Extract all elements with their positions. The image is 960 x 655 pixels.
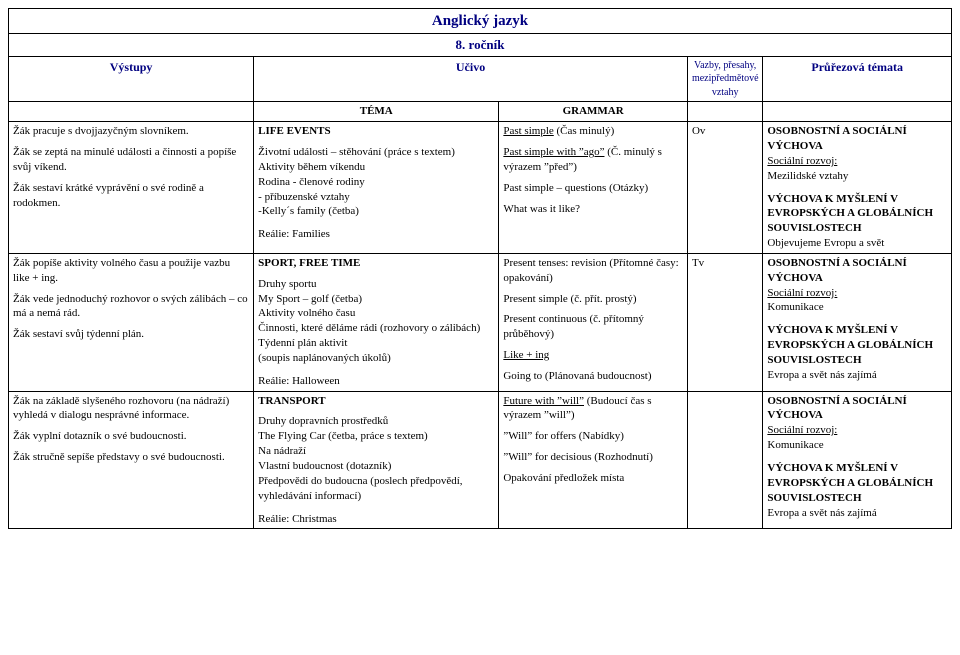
prurezova-line: Sociální rozvoj: [767, 286, 947, 301]
grammar-line: ˮWillˮ for offers (Nabídky) [503, 429, 683, 444]
page-title: Anglický jazyk [9, 9, 952, 34]
prurezova-line: OSOBNOSTNÍ A SOCIÁLNÍ VÝCHOVA [767, 394, 947, 424]
ucivo-line: Předpovědi do budoucna (poslech předpově… [258, 474, 494, 504]
ucivo-line: - příbuzenské vztahy [258, 190, 494, 205]
vazby-cell: Ov [687, 122, 762, 254]
theme-empty-1 [9, 102, 254, 122]
outputs-cell: Žák pracuje s dvojjazyčným slovníkem. Žák… [9, 122, 254, 254]
grammar-line: Opakování předložek místa [503, 471, 683, 486]
prurezova-line: Komunikace [767, 438, 947, 453]
col-header-vazby: Vazby, přesahy, mezipředmětové vztahy [687, 56, 762, 102]
grammar-line: What was it like? [503, 202, 683, 217]
ucivo-line: Životní události – stěhování (práce s te… [258, 145, 494, 160]
theme-empty-2 [687, 102, 762, 122]
prurezova-line: Mezilidské vztahy [767, 169, 947, 184]
page-subtitle: 8. ročník [9, 34, 952, 57]
ucivo-line: Rodina - členové rodiny [258, 175, 494, 190]
ucivo-realie: Reálie: Halloween [258, 374, 494, 389]
prurezova-line: Komunikace [767, 300, 947, 315]
output-line: Žák stručně sepíše představy o své budou… [13, 450, 249, 465]
vazby-cell: Tv [687, 253, 762, 391]
ucivo-line: Týdenní plán aktivit [258, 336, 494, 351]
prurezova-cell: OSOBNOSTNÍ A SOCIÁLNÍ VÝCHOVASociální ro… [763, 391, 952, 529]
ucivo-realie: Reálie: Families [258, 227, 494, 242]
vazby-cell [687, 391, 762, 529]
prurezova-line: OSOBNOSTNÍ A SOCIÁLNÍ VÝCHOVA [767, 256, 947, 286]
prurezova-line: VÝCHOVA K MYŠLENÍ V EVROPSKÝCH A GLOBÁLN… [767, 192, 947, 237]
grammar-cell: Present tenses: revision (Přítomné časy:… [499, 253, 688, 391]
grammar-cell: Future with ˮwillˮ (Budoucí čas s výraze… [499, 391, 688, 529]
grammar-line: Going to (Plánovaná budoucnost) [503, 369, 683, 384]
theme-label-tema: TÉMA [254, 102, 499, 122]
prurezova-line: VÝCHOVA K MYŠLENÍ V EVROPSKÝCH A GLOBÁLN… [767, 461, 947, 506]
ucivo-line: Druhy dopravních prostředků [258, 414, 494, 429]
grammar-line: Like + ing [503, 348, 683, 363]
prurezova-line: VÝCHOVA K MYŠLENÍ V EVROPSKÝCH A GLOBÁLN… [767, 323, 947, 368]
theme-label-grammar: GRAMMAR [499, 102, 688, 122]
grammar-line: Past simple – questions (Otázky) [503, 181, 683, 196]
ucivo-line: My Sport – golf (četba) [258, 292, 494, 307]
output-line: Žák vyplní dotazník o své budoucnosti. [13, 429, 249, 444]
ucivo-title: LIFE EVENTS [258, 124, 494, 139]
ucivo-line: -Kelly´s family (četba) [258, 204, 494, 219]
ucivo-line: The Flying Car (četba, práce s textem) [258, 429, 494, 444]
output-line: Žák sestaví svůj týdenní plán. [13, 327, 249, 342]
ucivo-cell: TRANSPORT Druhy dopravních prostředkůThe … [254, 391, 499, 529]
curriculum-table: Anglický jazyk 8. ročník Výstupy Učivo V… [8, 8, 952, 529]
grammar-cell: Past simple (Čas minulý) Past simple with… [499, 122, 688, 254]
ucivo-cell: LIFE EVENTS Životní události – stěhování … [254, 122, 499, 254]
output-line: Žák sestaví krátké vyprávění o své rodin… [13, 181, 249, 211]
grammar-line: Present continuous (č. přítomný průběhov… [503, 312, 683, 342]
grammar-line: Present tenses: revision (Přítomné časy:… [503, 256, 683, 286]
grammar-line: Past simple (Čas minulý) [503, 124, 683, 139]
ucivo-title: SPORT, FREE TIME [258, 256, 494, 271]
ucivo-cell: SPORT, FREE TIME Druhy sportuMy Sport – g… [254, 253, 499, 391]
prurezova-gap [767, 315, 947, 323]
outputs-cell: Žák popíše aktivity volného času a použi… [9, 253, 254, 391]
grammar-line: Present simple (č. přít. prostý) [503, 292, 683, 307]
ucivo-title: TRANSPORT [258, 394, 494, 409]
output-line: Žák na základě slyšeného rozhovoru (na n… [13, 394, 249, 424]
grammar-line: ˮWillˮ for decisious (Rozhodnutí) [503, 450, 683, 465]
prurezova-cell: OSOBNOSTNÍ A SOCIÁLNÍ VÝCHOVASociální ro… [763, 122, 952, 254]
grammar-line: Future with ˮwillˮ (Budoucí čas s výraze… [503, 394, 683, 424]
prurezova-gap [767, 453, 947, 461]
col-header-ucivo: Učivo [254, 56, 688, 102]
prurezova-line: Sociální rozvoj: [767, 423, 947, 438]
ucivo-line: Aktivity během víkendu [258, 160, 494, 175]
prurezova-line: Objevujeme Evropu a svět [767, 236, 947, 251]
grammar-line: Past simple with ˮagoˮ (Č. minulý s výra… [503, 145, 683, 175]
output-line: Žák popíše aktivity volného času a použi… [13, 256, 249, 286]
ucivo-line: Na nádraží [258, 444, 494, 459]
outputs-cell: Žák na základě slyšeného rozhovoru (na n… [9, 391, 254, 529]
ucivo-line: Vlastní budoucnost (dotazník) [258, 459, 494, 474]
ucivo-line: (soupis naplánovaných úkolů) [258, 351, 494, 366]
prurezova-line: OSOBNOSTNÍ A SOCIÁLNÍ VÝCHOVA [767, 124, 947, 154]
prurezova-line: Evropa a svět nás zajímá [767, 368, 947, 383]
prurezova-line: Evropa a svět nás zajímá [767, 506, 947, 521]
output-line: Žák pracuje s dvojjazyčným slovníkem. [13, 124, 249, 139]
ucivo-line: Druhy sportu [258, 277, 494, 292]
prurezova-gap [767, 184, 947, 192]
output-line: Žák vede jednoduchý rozhovor o svých zál… [13, 292, 249, 322]
ucivo-line: Činnosti, které děláme rádi (rozhovory o… [258, 321, 494, 336]
theme-empty-3 [763, 102, 952, 122]
ucivo-line: Aktivity volného času [258, 306, 494, 321]
col-header-outputs: Výstupy [9, 56, 254, 102]
output-line: Žák se zeptá na minulé události a činnos… [13, 145, 249, 175]
prurezova-cell: OSOBNOSTNÍ A SOCIÁLNÍ VÝCHOVASociální ro… [763, 253, 952, 391]
prurezova-line: Sociální rozvoj: [767, 154, 947, 169]
col-header-prurezova: Průřezová témata [763, 56, 952, 102]
ucivo-realie: Reálie: Christmas [258, 512, 494, 527]
